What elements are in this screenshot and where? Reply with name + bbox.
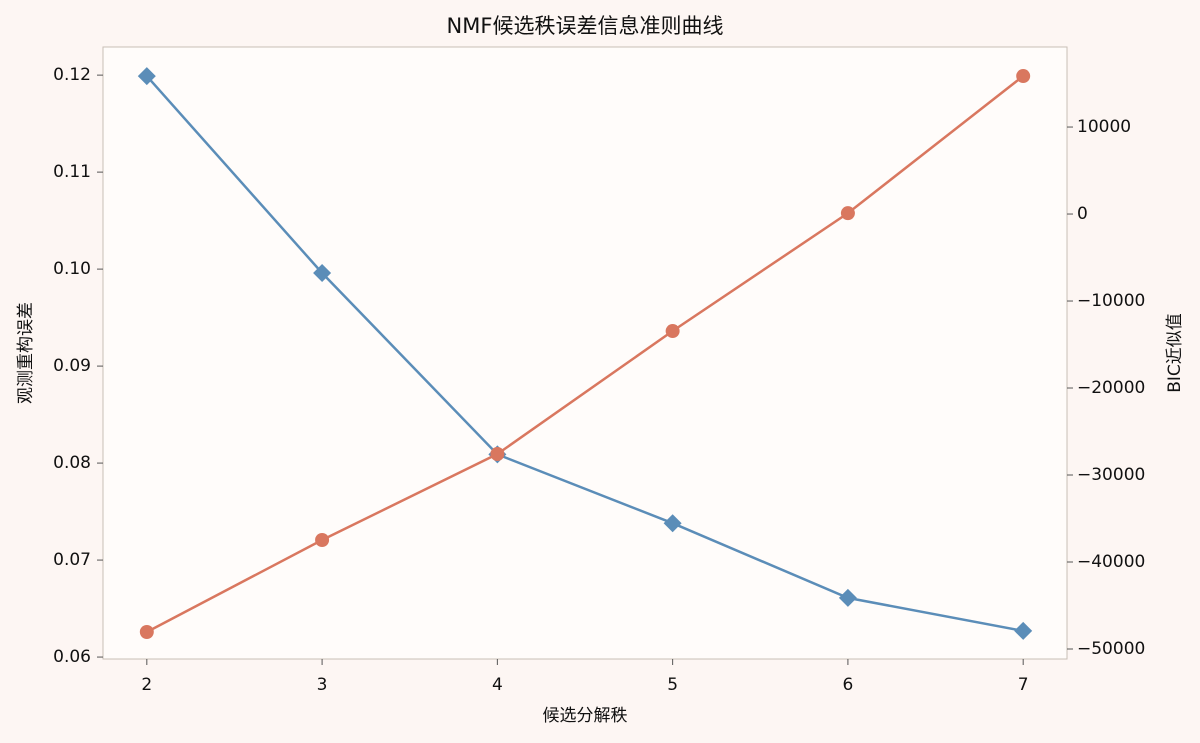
y-tick-label: 0.07 bbox=[53, 550, 91, 570]
series-line bbox=[146, 75, 1024, 634]
marker bbox=[137, 67, 156, 86]
y-tick-label: 0.11 bbox=[53, 162, 91, 182]
y-tick-label: 0.08 bbox=[53, 453, 91, 473]
marker bbox=[838, 588, 857, 607]
series-line bbox=[145, 75, 1024, 633]
x-axis-label: 候选分解秩 bbox=[543, 706, 628, 726]
y2-tick-label: −10000 bbox=[1077, 291, 1145, 311]
y2-tick-label: 0 bbox=[1077, 204, 1088, 224]
y-tick-label: 0.09 bbox=[53, 356, 91, 376]
chart-title: NMF候选秩误差信息准则曲线 bbox=[447, 14, 724, 38]
x-tick-label: 4 bbox=[492, 675, 503, 695]
y2-tick-label: −20000 bbox=[1077, 378, 1145, 398]
y-axis-label: 观测重构误差 bbox=[16, 302, 36, 404]
marker bbox=[315, 533, 330, 548]
marker bbox=[490, 447, 505, 462]
marker bbox=[665, 324, 680, 339]
marker bbox=[1014, 621, 1033, 640]
x-tick-label: 5 bbox=[667, 675, 678, 695]
marker bbox=[1016, 69, 1031, 84]
y2-tick-label: −50000 bbox=[1077, 639, 1145, 659]
x-tick-label: 6 bbox=[842, 675, 853, 695]
y2-tick-label: −40000 bbox=[1077, 552, 1145, 572]
y2-axis-label: BIC近似值 bbox=[1165, 313, 1185, 393]
y-tick-label: 0.12 bbox=[53, 65, 91, 85]
y-tick-label: 0.06 bbox=[53, 647, 91, 667]
x-tick-label: 3 bbox=[317, 675, 328, 695]
marker bbox=[840, 206, 855, 221]
y2-tick-label: −30000 bbox=[1077, 465, 1145, 485]
y2-tick-label: 10000 bbox=[1077, 117, 1131, 137]
x-tick-label: 2 bbox=[141, 675, 152, 695]
x-tick-label: 7 bbox=[1018, 675, 1029, 695]
marker bbox=[139, 624, 154, 639]
marker bbox=[313, 263, 332, 282]
marker bbox=[663, 514, 682, 533]
y-tick-label: 0.10 bbox=[53, 259, 91, 279]
plot-area bbox=[102, 46, 1068, 660]
